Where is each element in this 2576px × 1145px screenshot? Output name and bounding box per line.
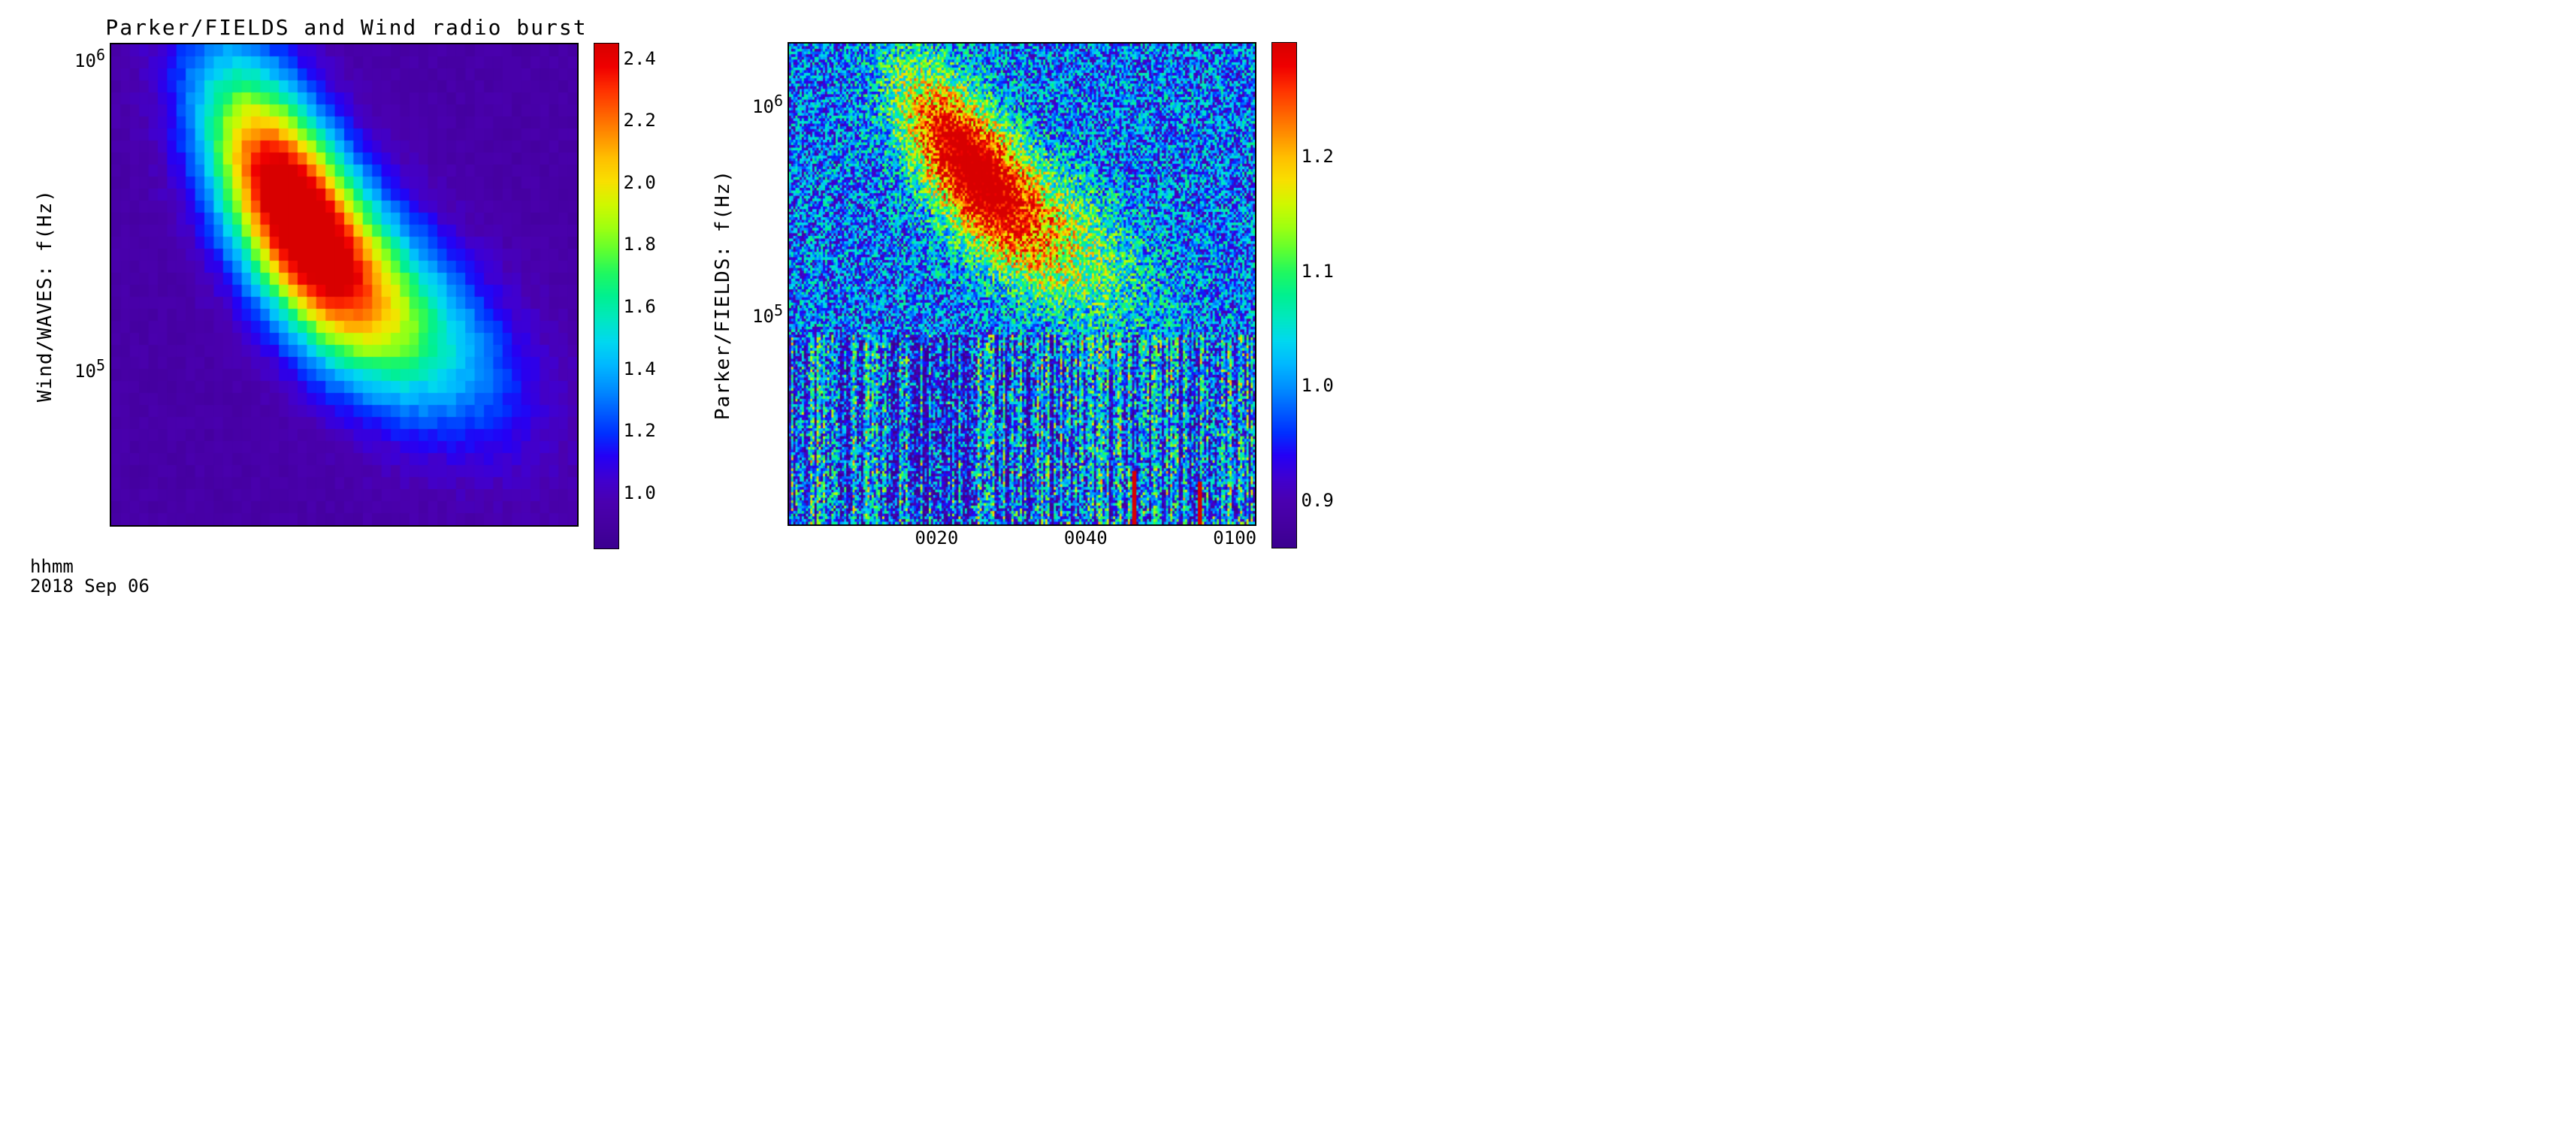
ytick: 106 — [74, 46, 105, 71]
left-colorbar-col: 1.0 1.2 1.4 1.6 1.8 2.0 2.2 2.4 — [594, 43, 663, 549]
colorbar-tick: 2.2 — [624, 110, 656, 131]
xtick: 0100 — [1213, 527, 1256, 548]
colorbar-tick: 2.0 — [624, 172, 656, 193]
colorbar-tick: 1.0 — [1302, 375, 1334, 396]
right-chart-row: Parker/FIELDS: f(Hz) 105 106 0020 0040 0100… — [708, 42, 1341, 548]
left-colorbar — [594, 43, 619, 549]
figure-title: Parker/FIELDS and Wind radio burst — [30, 15, 663, 40]
footer-hhmm: hhmm — [30, 557, 663, 576]
colorbar-tick: 2.4 — [624, 48, 656, 69]
colorbar-tick: 1.2 — [624, 420, 656, 441]
colorbar-tick: 1.1 — [1302, 261, 1334, 282]
left-panel: Parker/FIELDS and Wind radio burst Wind/… — [30, 15, 663, 597]
xtick: 0020 — [915, 527, 958, 548]
left-ylabel-col: Wind/WAVES: f(Hz) — [30, 43, 60, 549]
colorbar-tick: 1.0 — [624, 482, 656, 503]
left-colorbar-ticks: 1.0 1.2 1.4 1.6 1.8 2.0 2.2 2.4 — [619, 43, 664, 524]
left-xticks — [110, 527, 576, 549]
colorbar-tick: 1.8 — [624, 234, 656, 255]
right-panel: Parker/FIELDS: f(Hz) 105 106 0020 0040 0100… — [708, 15, 1341, 548]
ytick: 106 — [752, 92, 783, 117]
right-xticks: 0020 0040 0100 — [788, 526, 1253, 548]
right-yticks: 105 106 — [738, 42, 788, 523]
colorbar-tick: 1.2 — [1302, 146, 1334, 167]
footer-date: 2018 Sep 06 — [30, 576, 663, 596]
right-plot-container: 0020 0040 0100 — [788, 42, 1256, 548]
right-colorbar-ticks: 0.9 1.0 1.1 1.2 — [1297, 42, 1341, 523]
colorbar-tick: 1.6 — [624, 296, 656, 317]
right-colorbar — [1271, 42, 1297, 548]
ytick: 105 — [74, 356, 105, 382]
figure-wrap: Parker/FIELDS and Wind radio burst Wind/… — [0, 0, 2576, 612]
right-ylabel-col: Parker/FIELDS: f(Hz) — [708, 42, 738, 548]
left-spectrogram — [110, 43, 579, 527]
left-yticks: 105 106 — [60, 43, 110, 524]
ytick: 105 — [752, 301, 783, 327]
right-colorbar-col: 0.9 1.0 1.1 1.2 — [1271, 42, 1341, 548]
right-ylabel: Parker/FIELDS: f(Hz) — [712, 170, 734, 420]
right-spectrogram — [788, 42, 1256, 526]
colorbar-tick: 1.4 — [624, 358, 656, 379]
xtick: 0040 — [1064, 527, 1108, 548]
left-chart-row: Wind/WAVES: f(Hz) 105 106 1.0 1.2 1.4 1.6 1.8… — [30, 43, 663, 549]
left-ylabel: Wind/WAVES: f(Hz) — [34, 189, 56, 402]
left-footer: hhmm 2018 Sep 06 — [30, 557, 663, 597]
colorbar-tick: 0.9 — [1302, 490, 1334, 511]
left-plot-container — [110, 43, 579, 549]
